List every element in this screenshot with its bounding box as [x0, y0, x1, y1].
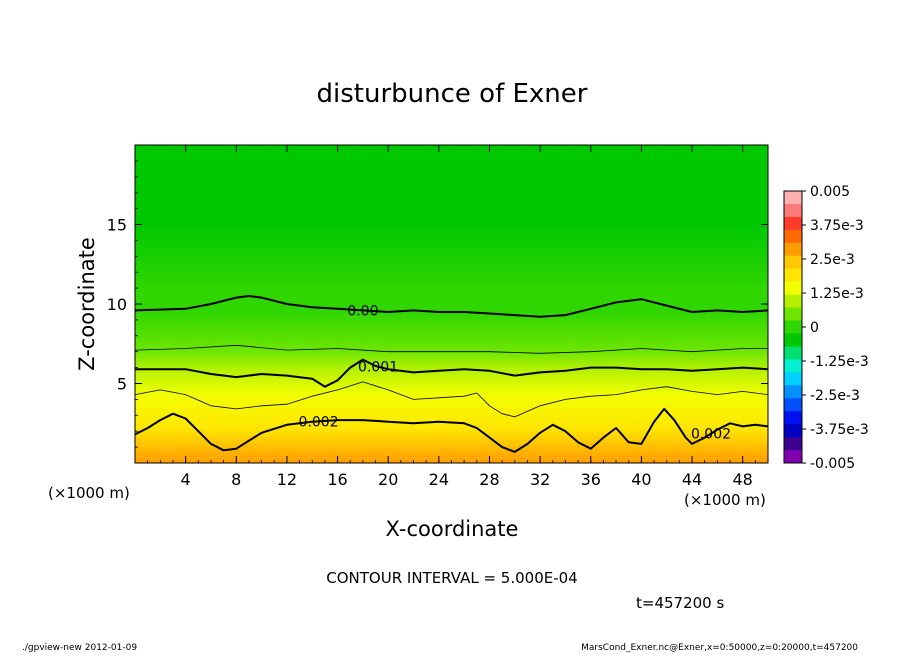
- colorbar-swatch: [784, 242, 802, 257]
- x-tick-label: 8: [231, 470, 241, 489]
- footer-left: ./gpview-new 2012-01-09: [22, 643, 138, 653]
- contour-line: [135, 295, 768, 318]
- x-tick-label: 16: [327, 470, 347, 489]
- contour-line: [135, 344, 768, 354]
- colorbar-swatch: [784, 333, 802, 347]
- colorbar-tick-label: -1.25e-3: [810, 354, 869, 370]
- y-axis-label: Z-coordinate: [75, 237, 99, 371]
- colorbar-swatch: [784, 372, 802, 386]
- colorbar-swatch: [784, 307, 802, 322]
- colorbar-swatch: [784, 359, 802, 373]
- colorbar-tick-label: 2.5e-3: [810, 252, 855, 268]
- colorbar-swatch: [784, 281, 802, 296]
- colorbar-swatch: [784, 268, 802, 283]
- contour-label: 0.001: [358, 360, 398, 376]
- x-tick-label: 12: [277, 470, 297, 489]
- colorbar-swatch: [784, 255, 802, 270]
- colorbar-swatch: [784, 437, 802, 451]
- plot-background-field: [135, 145, 768, 463]
- contour-label: 0.002: [691, 427, 731, 443]
- colorbar-swatch: [784, 346, 802, 360]
- colorbar-swatch: [784, 398, 802, 412]
- colorbar-swatch: [784, 320, 802, 334]
- x-tick-label: 24: [429, 470, 449, 489]
- colorbar-swatch: [784, 294, 802, 309]
- colorbar-swatch: [784, 424, 802, 438]
- colorbar-swatch: [784, 411, 802, 425]
- x-tick-label: 20: [378, 470, 398, 489]
- x-tick-label: 36: [581, 470, 601, 489]
- colorbar-tick-label: 1.25e-3: [810, 286, 864, 302]
- x-tick-label: 44: [682, 470, 702, 489]
- contour-line: [135, 358, 768, 388]
- footer-right: MarsCond_Exner.nc@Exner,x=0:50000,z=0:20…: [581, 643, 858, 653]
- colorbar-tick-label: -2.5e-3: [810, 388, 860, 404]
- colorbar-swatch: [784, 216, 802, 231]
- colorbar-swatch: [784, 450, 802, 464]
- colorbar-tick-label: 0.005: [810, 184, 850, 200]
- y-tick-label: 15: [107, 216, 127, 235]
- x-tick-label: 28: [479, 470, 499, 489]
- colorbar-swatch: [784, 203, 802, 218]
- contour-line: [135, 407, 768, 453]
- colorbar-tick-label: 0: [810, 320, 819, 336]
- chart-title: disturbunce of Exner: [317, 79, 588, 109]
- colorbar-tick-label: -3.75e-3: [810, 422, 869, 438]
- y-tick-label: 10: [107, 295, 127, 314]
- x-tick-label: 32: [530, 470, 550, 489]
- colorbar-swatch: [784, 229, 802, 244]
- x-tick-label: 40: [631, 470, 651, 489]
- colorbar-tick-label: 3.75e-3: [810, 218, 864, 234]
- contour-line: [135, 381, 768, 418]
- x-unit-label-right: (×1000 m): [684, 491, 766, 509]
- contour-label: 0.00: [347, 303, 378, 319]
- contour-label: 0.002: [299, 414, 339, 430]
- colorbar-swatch: [784, 191, 802, 205]
- colorbar-swatch: [784, 385, 802, 399]
- x-axis-label: X-coordinate: [386, 517, 519, 541]
- y-tick-label: 5: [117, 375, 127, 394]
- colorbar-tick-label: -0.005: [810, 456, 855, 472]
- x-tick-label: 4: [181, 470, 191, 489]
- x-unit-label-left: (×1000 m): [48, 484, 130, 502]
- x-tick-label: 48: [733, 470, 753, 489]
- contour-interval-label: CONTOUR INTERVAL = 5.000E-04: [326, 569, 577, 587]
- time-label: t=457200 s: [636, 594, 724, 612]
